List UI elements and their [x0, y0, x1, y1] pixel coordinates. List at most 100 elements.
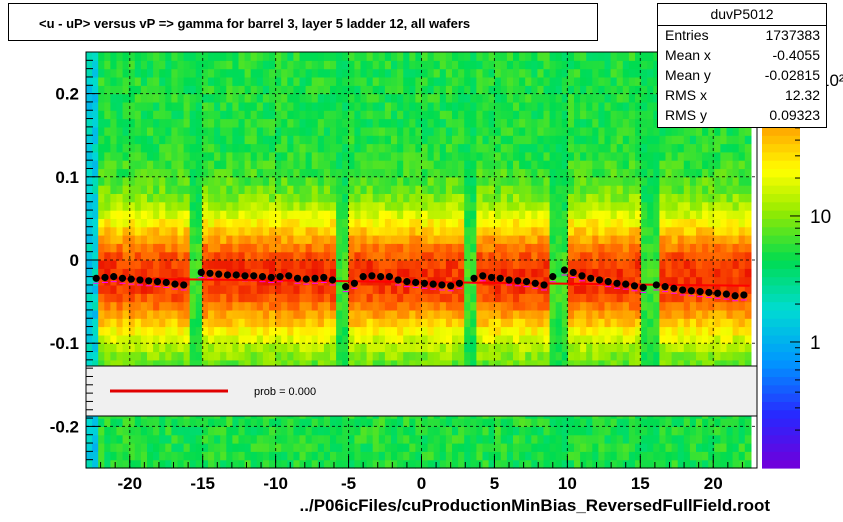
heatmap-cell: [519, 218, 526, 228]
heatmap-cell: [671, 210, 679, 219]
heatmap-cell: [567, 243, 575, 253]
heatmap-cell: [165, 218, 172, 228]
heatmap-cell: [171, 359, 179, 369]
heatmap-cell: [323, 309, 331, 319]
heatmap-cell: [122, 160, 130, 170]
heatmap-cell: [342, 160, 349, 170]
heatmap-cell: [372, 168, 380, 178]
heatmap-cell: [635, 185, 642, 194]
heatmap-cell: [98, 268, 105, 278]
heatmap-cell: [153, 93, 160, 103]
heatmap-cell: [628, 226, 636, 236]
heatmap-cell: [226, 334, 233, 344]
heatmap-cell: [397, 218, 404, 228]
heatmap-cell: [464, 309, 471, 319]
heatmap-cell: [372, 301, 380, 311]
heatmap-cell: [592, 77, 599, 86]
heatmap-cell: [586, 210, 593, 219]
heatmap-cell: [293, 443, 301, 452]
heatmap-cell: [555, 451, 563, 461]
heatmap-cell: [305, 235, 313, 244]
heatmap-cell: [250, 418, 258, 427]
heatmap-cell: [592, 434, 599, 444]
heatmap-cell: [244, 434, 252, 444]
heatmap-cell: [610, 451, 618, 461]
heatmap-cell: [409, 351, 416, 361]
heatmap-cell: [232, 418, 240, 427]
heatmap-cell: [604, 218, 612, 228]
heatmap-cell: [110, 334, 118, 344]
heatmap-cell: [403, 226, 410, 236]
heatmap-cell: [391, 351, 398, 361]
heatmap-cell: [110, 52, 118, 61]
heatmap-cell: [659, 160, 667, 170]
heatmap-cell: [122, 260, 130, 269]
heatmap-cell: [586, 260, 593, 269]
heatmap-cell: [330, 85, 337, 95]
heatmap-cell: [238, 434, 246, 444]
heatmap-cell: [330, 351, 337, 361]
heatmap-cell: [574, 251, 581, 261]
heatmap-cell: [403, 85, 410, 95]
heatmap-cell: [476, 343, 484, 353]
heatmap-cell: [519, 293, 526, 303]
heatmap-cell: [635, 52, 642, 61]
heatmap-cell: [330, 218, 337, 228]
heatmap-cell: [183, 77, 191, 86]
heatmap-cell: [604, 77, 612, 86]
heatmap-cell: [494, 451, 502, 461]
heatmap-cell: [177, 251, 185, 261]
heatmap-cell: [476, 309, 484, 319]
heatmap-cell: [262, 151, 270, 161]
heatmap-cell: [403, 434, 410, 444]
heatmap-cell: [140, 93, 148, 103]
heatmap-cell: [366, 151, 374, 161]
heatmap-cell: [281, 301, 288, 311]
heatmap-cell: [275, 451, 282, 461]
heatmap-cell: [92, 309, 99, 319]
heatmap-cell: [622, 201, 630, 211]
heatmap-cell: [86, 459, 93, 469]
heatmap-cell: [183, 160, 191, 170]
heatmap-cell: [525, 218, 532, 228]
heatmap-cell: [628, 201, 636, 211]
heatmap-cell: [452, 218, 459, 228]
heatmap-cell: [506, 101, 514, 111]
heatmap-cell: [574, 226, 581, 236]
heatmap-cell: [476, 93, 484, 103]
heatmap-cell: [110, 201, 118, 211]
heatmap-cell: [269, 334, 276, 344]
heatmap-cell: [445, 210, 453, 219]
heatmap-cell: [537, 326, 545, 336]
heatmap-cell: [348, 135, 355, 145]
heatmap-cell: [189, 118, 197, 128]
heatmap-cell: [574, 110, 581, 120]
heatmap-cell: [482, 135, 490, 145]
heatmap-cell: [604, 101, 612, 111]
heatmap-cell: [323, 359, 331, 369]
heatmap-cell: [348, 318, 355, 328]
heatmap-cell: [372, 243, 380, 253]
heatmap-cell: [458, 218, 465, 228]
heatmap-cell: [439, 193, 447, 203]
heatmap-cell: [689, 334, 697, 344]
heatmap-cell: [269, 118, 276, 128]
heatmap-cell: [323, 160, 331, 170]
heatmap-cell: [494, 243, 502, 253]
heatmap-cell: [415, 60, 423, 70]
heatmap-cell: [104, 201, 111, 211]
heatmap-cell: [384, 318, 392, 328]
heatmap-cell: [500, 77, 508, 86]
heatmap-cell: [214, 60, 221, 70]
heatmap-cell: [427, 276, 435, 286]
heatmap-cell: [262, 235, 270, 244]
heatmap-cell: [482, 318, 490, 328]
heatmap-cell: [586, 176, 593, 186]
heatmap-cell: [116, 301, 124, 311]
heatmap-cell: [317, 434, 325, 444]
heatmap-cell: [665, 126, 673, 136]
heatmap-cell: [567, 226, 575, 236]
heatmap-cell: [592, 126, 599, 136]
heatmap-cell: [622, 293, 630, 303]
heatmap-cell: [287, 118, 294, 128]
